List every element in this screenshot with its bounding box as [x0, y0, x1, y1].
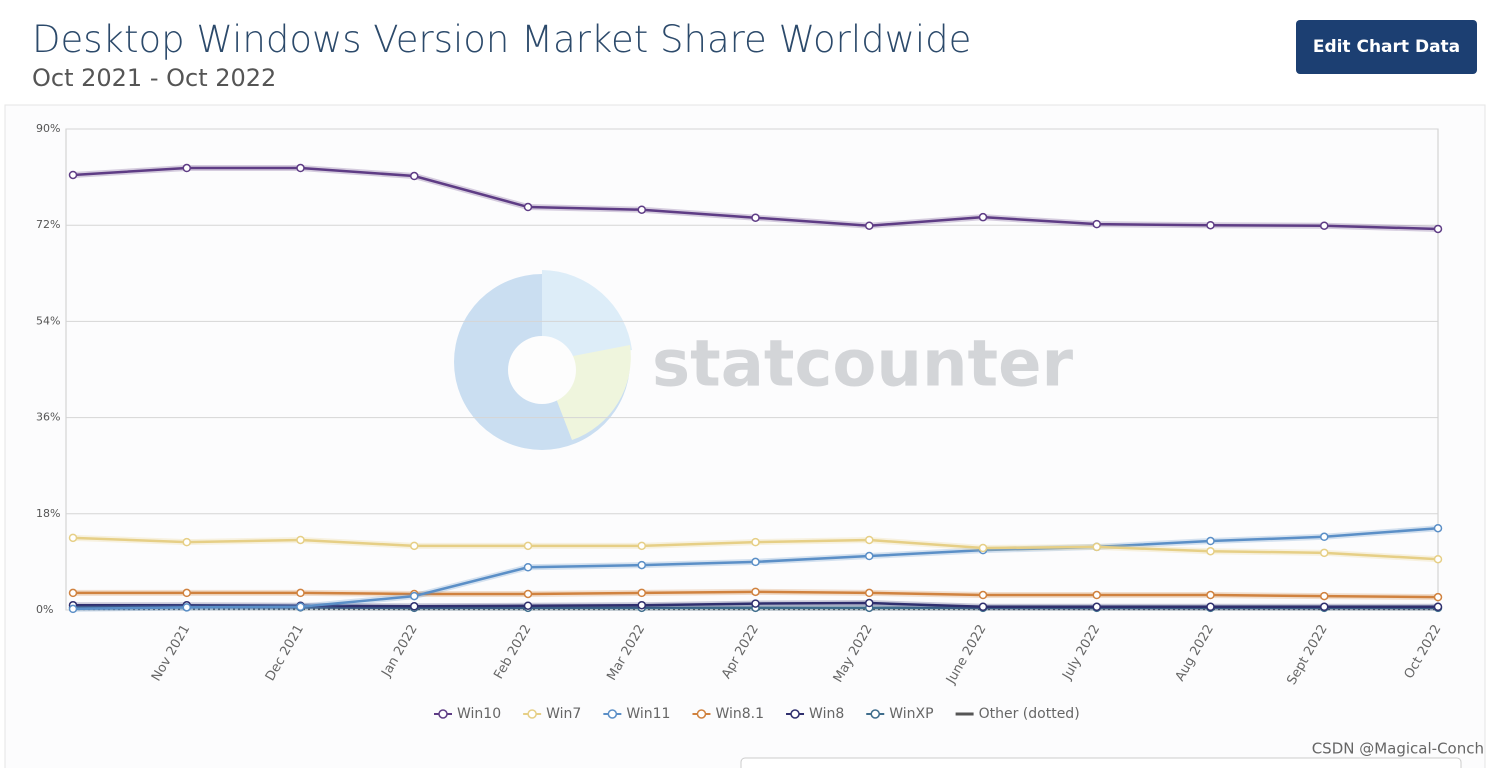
point-marker	[1206, 220, 1215, 230]
legend-item: WinXP	[866, 706, 934, 722]
point-marker	[1433, 224, 1443, 234]
point-marker	[1320, 591, 1329, 601]
point-marker	[1320, 532, 1329, 542]
point-marker	[1092, 542, 1101, 552]
legend-symbol	[696, 709, 707, 719]
point-marker	[1320, 221, 1329, 230]
point-marker	[296, 535, 305, 545]
legend-label: Win10	[457, 706, 501, 722]
point-marker	[1206, 546, 1215, 556]
y-tick-label: 36%	[36, 411, 60, 424]
legend-symbol	[527, 709, 537, 719]
point-marker	[1206, 590, 1215, 600]
y-tick-label: 0%	[36, 603, 53, 616]
point-marker	[68, 533, 78, 543]
point-marker	[68, 588, 78, 598]
point-marker	[410, 541, 419, 551]
point-marker	[182, 603, 191, 612]
edit-chart-button[interactable]: Edit Chart Data	[1296, 20, 1477, 74]
legend-item: Win7	[523, 706, 581, 722]
point-marker	[523, 541, 533, 551]
y-tick-label: 72%	[36, 218, 60, 231]
y-tick-label: 90%	[36, 122, 60, 135]
point-marker	[1206, 536, 1215, 546]
point-marker	[1092, 590, 1101, 600]
point-marker	[1433, 592, 1443, 602]
point-marker	[1433, 602, 1443, 612]
point-marker	[182, 163, 191, 173]
point-marker	[751, 587, 760, 597]
point-marker	[523, 562, 533, 572]
point-marker	[410, 171, 419, 181]
point-marker	[523, 601, 533, 610]
point-marker	[1320, 602, 1329, 612]
point-marker	[637, 205, 646, 214]
legend-label: Win11	[626, 706, 670, 722]
point-marker	[410, 591, 419, 601]
legend-label: Other (dotted)	[979, 706, 1080, 722]
point-marker	[865, 598, 874, 608]
legend-item: Win11	[603, 706, 670, 722]
y-tick-label: 54%	[36, 314, 60, 327]
point-marker	[296, 163, 305, 173]
watermark-text: statcounter	[652, 328, 1074, 402]
legend-symbol	[870, 709, 880, 719]
point-marker	[751, 599, 760, 608]
legend-item: Other (dotted)	[955, 706, 1080, 722]
point-marker	[1433, 554, 1443, 564]
point-marker	[182, 588, 191, 598]
point-marker	[523, 202, 533, 212]
point-marker	[637, 600, 646, 610]
point-marker	[182, 537, 191, 547]
point-marker	[523, 589, 533, 599]
point-marker	[410, 602, 419, 611]
point-marker	[865, 535, 874, 545]
chart-title: Desktop Windows Version Market Share Wor…	[32, 18, 972, 61]
legend-symbol	[438, 709, 448, 719]
legend-label: WinXP	[889, 706, 933, 722]
legend-symbol	[790, 709, 800, 719]
legend-item: Win10	[434, 706, 501, 722]
legend-item: Win8	[786, 706, 844, 722]
point-marker	[1092, 219, 1101, 229]
legend-symbol	[607, 709, 618, 719]
point-marker	[978, 602, 988, 612]
legend-label: Win7	[546, 706, 581, 722]
chart-subtitle: Oct 2021 - Oct 2022	[32, 64, 277, 92]
point-marker	[751, 213, 760, 222]
point-marker	[865, 588, 874, 598]
point-marker	[1206, 602, 1215, 612]
point-marker	[296, 588, 305, 598]
point-marker	[1092, 602, 1101, 612]
point-marker	[1320, 548, 1329, 558]
legend-label: Win8.1	[715, 706, 764, 722]
legend-label: Win8	[809, 706, 844, 722]
point-marker	[978, 212, 988, 222]
point-marker	[68, 170, 78, 180]
point-marker	[865, 551, 874, 561]
point-marker	[751, 557, 760, 567]
point-marker	[637, 588, 646, 598]
point-marker	[1433, 523, 1443, 533]
point-marker	[296, 602, 305, 612]
legend-item: Win8.1	[692, 706, 764, 722]
point-marker	[68, 604, 78, 614]
point-marker	[751, 537, 760, 547]
point-marker	[865, 221, 874, 230]
chart-panel	[4, 104, 1486, 768]
point-marker	[637, 560, 646, 570]
y-tick-label: 18%	[36, 507, 60, 520]
footer-box	[740, 757, 1462, 768]
watermark-logo: statcounter	[454, 270, 1074, 450]
point-marker	[637, 541, 646, 551]
credit-watermark: CSDN @Magical-Conch	[1312, 740, 1484, 758]
point-marker	[978, 543, 988, 553]
point-marker	[978, 590, 988, 600]
